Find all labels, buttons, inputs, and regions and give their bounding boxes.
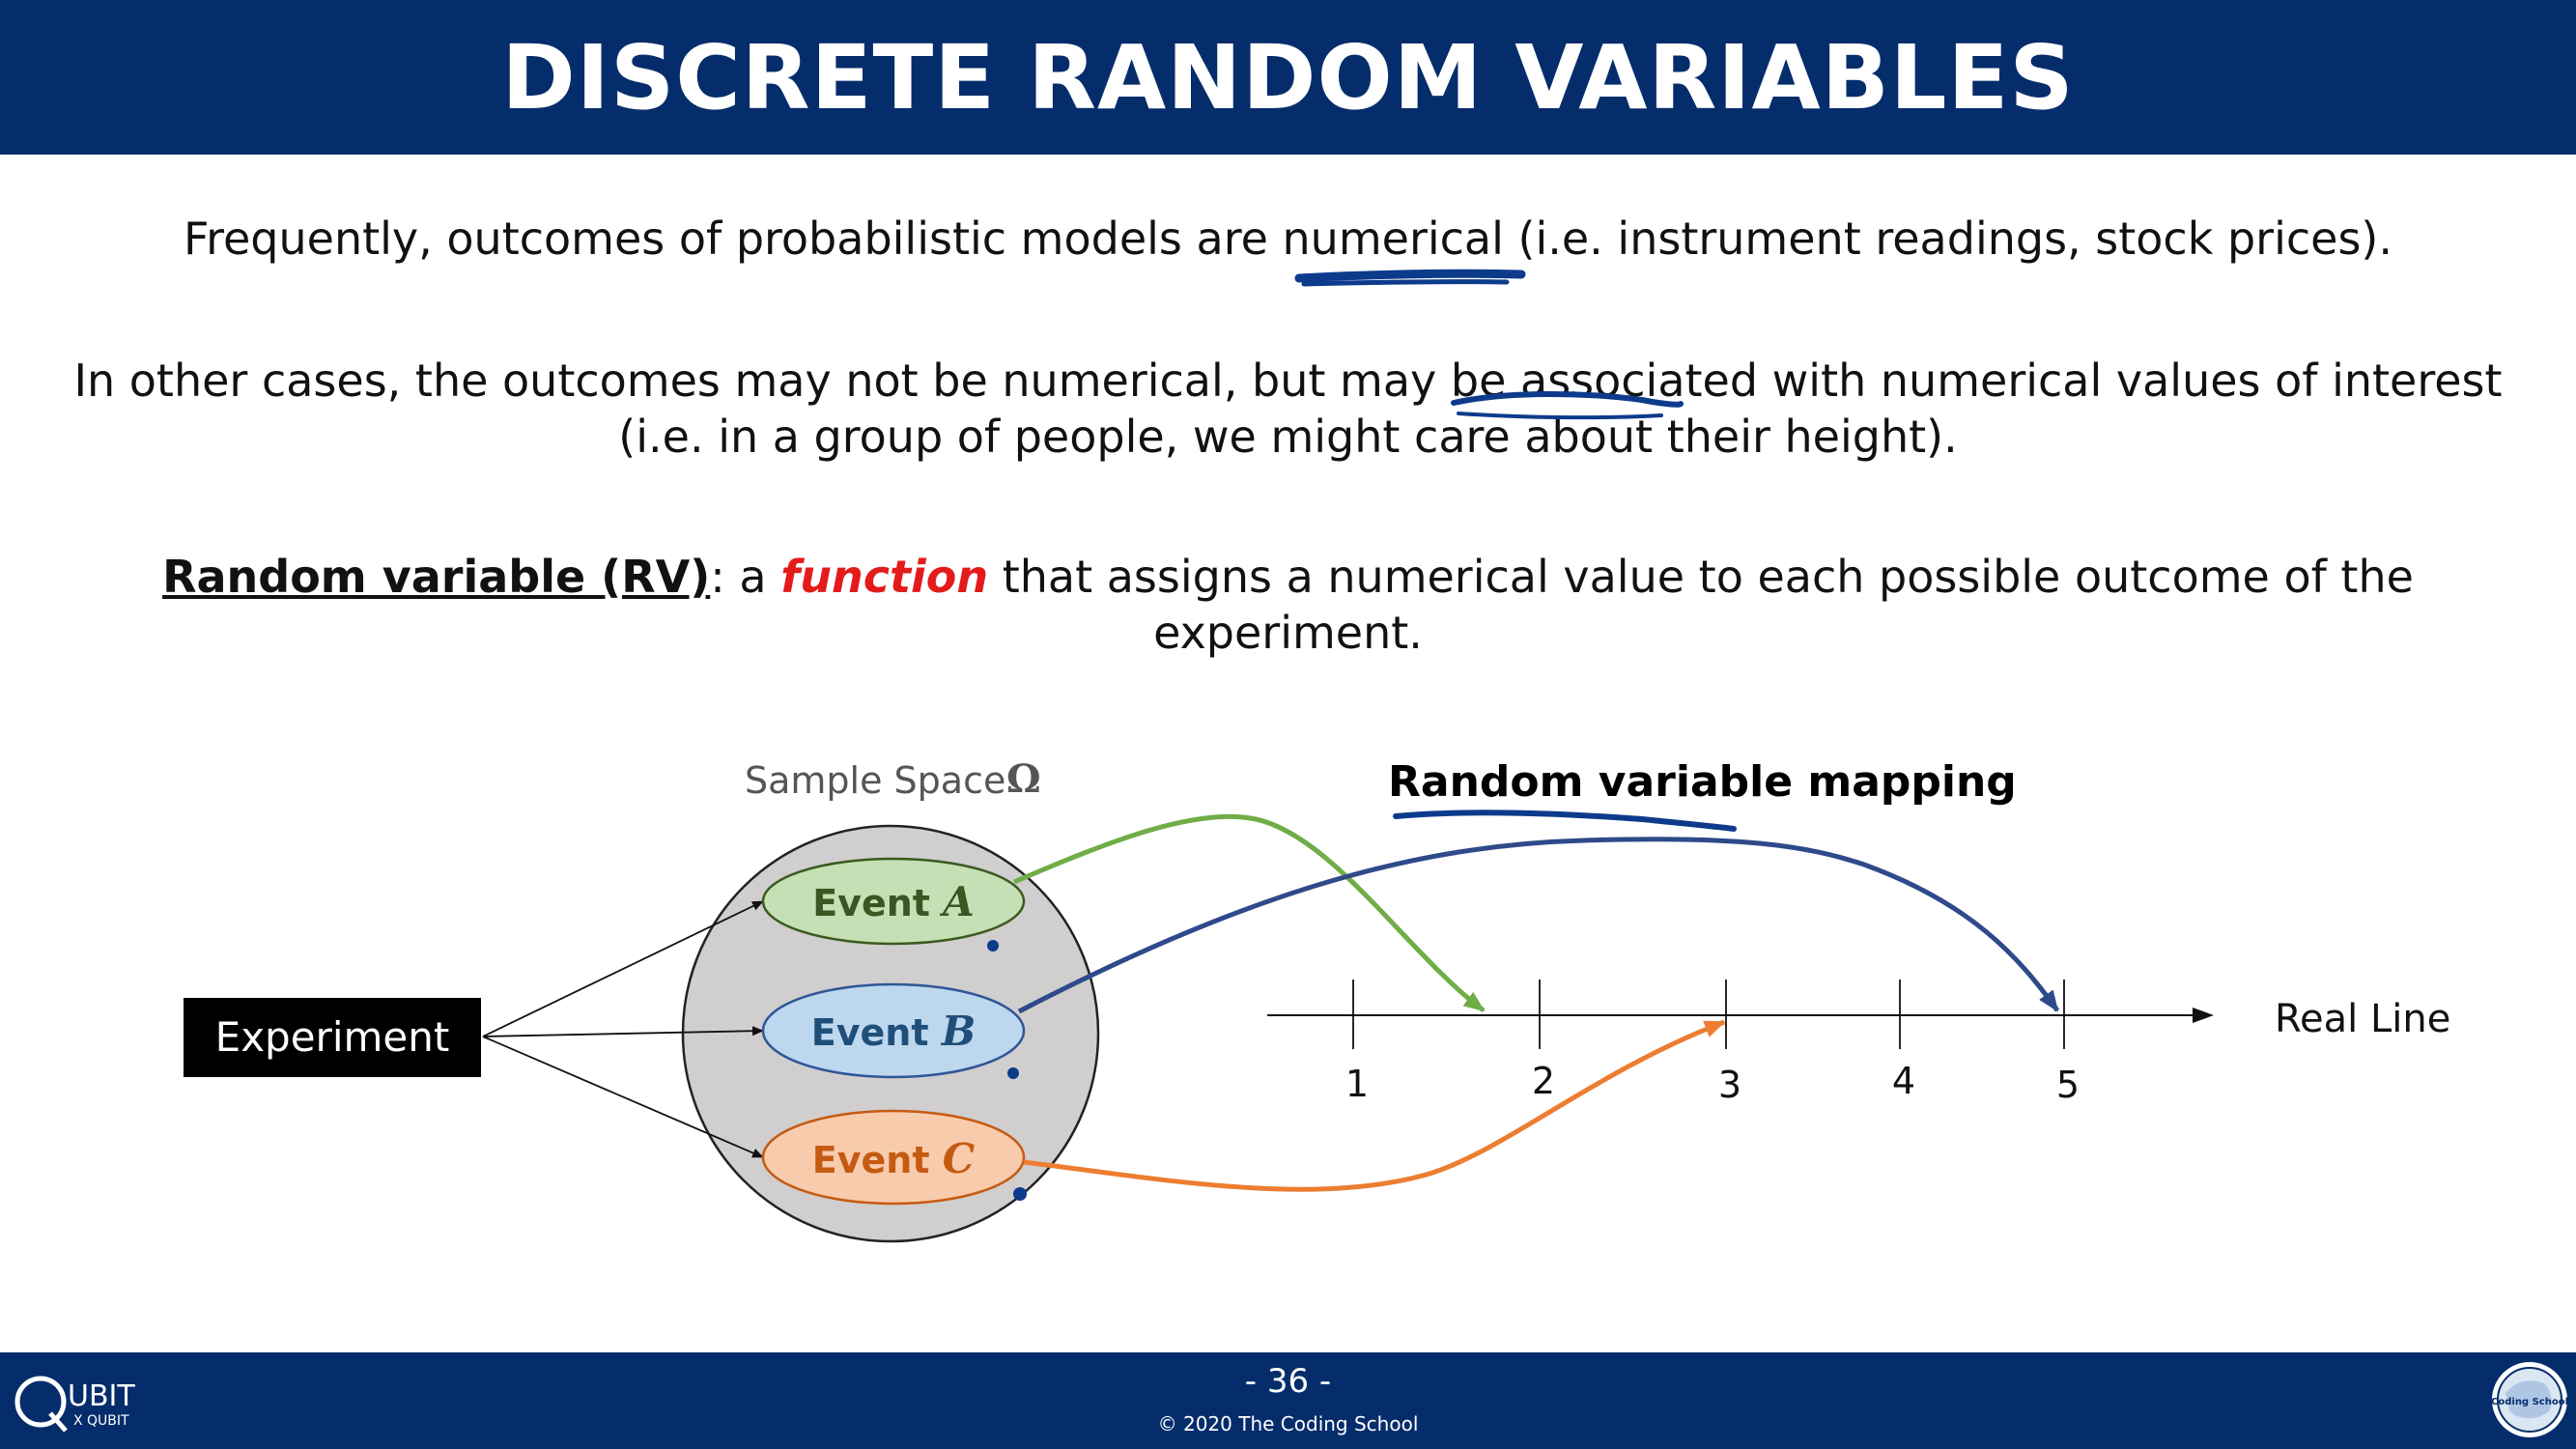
event-c-ellipse <box>761 1109 1026 1206</box>
arrow-to-event-a <box>482 900 764 1037</box>
p2-text-end: with numerical values of interest (i.e. … <box>618 355 2503 463</box>
paragraph-numerical: Frequently, outcomes of probabilistic mo… <box>58 211 2518 267</box>
p1-text-end: (i.e. instrument readings, stock prices)… <box>1503 213 2392 265</box>
rv-definition: Random variable (RV): a function that as… <box>58 549 2518 661</box>
tick-label-3: 3 <box>1718 1064 1741 1106</box>
p2-text-start: In other cases, the outcomes may not be … <box>73 355 1520 407</box>
mapping-title-underline <box>1393 810 1737 832</box>
mapping-title: Random variable mapping <box>1388 757 2017 807</box>
qubit-logo-text: UBIT <box>68 1379 135 1413</box>
tick-label-1: 1 <box>1345 1063 1369 1105</box>
event-b-label: Event B <box>811 1008 976 1055</box>
tick-label-5: 5 <box>2056 1064 2080 1106</box>
event-a-ellipse <box>761 857 1026 946</box>
mapping-arrow-a <box>1013 813 1486 1013</box>
mapping-arrow-c <box>1023 1019 1726 1192</box>
annotation-dot-a <box>987 940 999 952</box>
p1-highlight-word: numerical <box>1282 213 1504 265</box>
associated-underline <box>1451 390 1684 408</box>
annotation-dot-c <box>1013 1187 1027 1201</box>
real-line-arrowhead <box>2193 1008 2214 1023</box>
event-a-label: Event A <box>812 878 975 925</box>
sample-space-label: Sample Space <box>745 759 1005 802</box>
arrow-to-event-b <box>482 1026 764 1037</box>
tick-group: 1 2 3 4 5 <box>1345 980 2080 1106</box>
omega-symbol: Ω <box>1006 756 1041 802</box>
p1-text-start: Frequently, outcomes of probabilistic mo… <box>183 213 1283 265</box>
coding-school-logo: <Coding School> <box>2490 1362 2569 1437</box>
rv-function-word: function <box>780 551 989 603</box>
mapping-arrow-b <box>1017 837 2060 1014</box>
associated-underline-stroke2 <box>1457 412 1663 420</box>
rv-mapping-diagram: Sample Space Ω Experiment Event A Event … <box>184 269 2450 1243</box>
event-b-ellipse <box>761 982 1026 1079</box>
numerical-underline <box>1294 269 1526 283</box>
experiment-box <box>184 998 481 1077</box>
real-line-label: Real Line <box>2275 997 2450 1041</box>
experiment-label: Experiment <box>215 1013 450 1061</box>
paragraph-associated: In other cases, the outcomes may not be … <box>58 353 2518 465</box>
tick-label-2: 2 <box>1532 1060 1555 1102</box>
rv-definition-rest: that assigns a numerical value to each p… <box>988 551 2414 659</box>
rv-term: Random variable (RV) <box>162 551 711 603</box>
tick-label-4: 4 <box>1892 1060 1915 1102</box>
annotation-dot-b <box>1007 1067 1019 1079</box>
title-bar: DISCRETE RANDOM VARIABLES <box>0 0 2576 155</box>
qubit-logo-subtext: X QUBIT <box>73 1413 129 1429</box>
qubit-logo: UBIT X QUBIT <box>14 1376 135 1433</box>
numerical-underline-stroke2 <box>1301 279 1510 287</box>
copyright-text: © 2020 The Coding School <box>1157 1412 1419 1435</box>
slide-title: DISCRETE RANDOM VARIABLES <box>501 25 2075 129</box>
footer-bar <box>0 1352 2576 1449</box>
rv-colon: : a <box>710 551 781 603</box>
arrow-to-event-c <box>482 1036 764 1158</box>
event-c-label: Event C <box>812 1135 976 1182</box>
coding-school-logo-text: <Coding School> <box>2490 1397 2569 1407</box>
page-number: - 36 - <box>1244 1362 1332 1401</box>
